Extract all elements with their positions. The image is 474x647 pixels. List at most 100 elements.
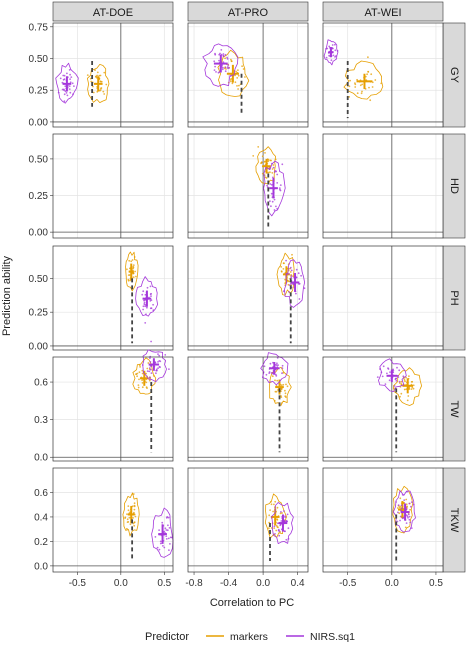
data-point-markers [270,527,273,529]
data-point-markers [274,390,277,393]
x-tick-label: -0.5 [339,578,357,589]
data-point-nirs [405,522,408,524]
data-point-nirs [59,77,62,80]
data-point-markers [374,79,377,81]
data-point-markers [412,384,415,387]
data-point-nirs [387,367,389,370]
data-point-nirs [332,54,335,57]
panel-bg-at-doe-hd [53,134,173,238]
data-point-nirs [221,68,224,71]
data-point-nirs [228,67,230,69]
data-point-markers [361,90,363,93]
legend-label-nirs: NIRS.sq1 [310,631,355,643]
data-point-markers [404,380,406,383]
data-point-markers [274,500,277,503]
data-point-markers [406,399,409,402]
data-point-nirs [384,383,387,385]
data-point-nirs [408,518,411,521]
data-point-markers [103,93,106,95]
data-point-nirs [63,78,66,81]
data-point-nirs [157,361,159,363]
panel-border-at-doe-gy [52,22,174,128]
data-point-nirs [399,515,402,518]
strip-label-tkw: TKW [448,508,460,533]
data-point-markers [147,362,150,364]
density-contour-markers [264,493,287,539]
data-point-nirs [284,516,287,519]
data-point-nirs [303,287,306,290]
data-point-nirs [287,538,290,540]
legend-title: Predictor [145,631,189,643]
data-point-markers [398,512,401,515]
x-tick-label: 0.0 [114,578,128,589]
data-point-markers [285,383,287,386]
data-point-markers [288,280,290,283]
panel-border-at-doe-ph [52,245,174,351]
data-point-markers [280,395,282,397]
data-point-nirs [269,200,271,203]
panel-border-at-pro-hd [187,133,309,239]
data-point-nirs [334,43,336,46]
data-point-markers [148,379,151,382]
x-tick-label: 0.4 [291,578,305,589]
data-point-markers [130,260,133,263]
data-point-markers [273,527,276,529]
data-point-nirs [396,366,398,369]
data-point-nirs [295,268,298,271]
y-tick-label: 0.00 [29,341,49,352]
data-point-nirs [71,82,74,85]
x-tick-label: 0.5 [157,578,171,589]
data-point-markers [404,526,407,529]
data-point-markers [133,505,136,508]
data-point-nirs [400,509,402,512]
data-point-nirs [159,542,162,545]
y-tick-label: 0.25 [29,86,49,97]
data-point-markers [127,274,130,276]
data-point-nirs [158,548,161,551]
data-point-markers [90,80,93,83]
data-point-nirs [143,299,145,302]
data-point-markers [138,378,140,381]
data-point-markers [409,508,411,511]
data-point-nirs [328,45,331,48]
panel-bg-at-wei-tw [323,357,443,461]
strip-label-gy: GY [448,67,460,84]
data-point-markers [127,279,130,282]
density-contour-nirs [284,259,305,308]
data-point-nirs [69,91,72,94]
data-point-markers [371,86,374,88]
x-tick-label: -0.5 [69,578,87,589]
data-point-markers [137,386,140,389]
data-point-nirs [161,521,164,524]
data-point-markers [237,74,240,77]
data-point-markers [406,505,408,508]
data-point-nirs [281,364,284,367]
data-point-nirs [288,291,290,293]
data-point-nirs [410,501,413,503]
data-point-markers [369,99,372,102]
data-point-markers [268,527,270,530]
data-point-markers [132,265,135,268]
data-point-nirs [168,527,171,529]
data-point-markers [231,82,234,85]
y-axis-title: Prediction ability [1,255,13,336]
data-point-markers [403,388,406,391]
data-point-nirs [277,364,279,366]
y-tick-label: 0.3 [34,415,48,426]
data-point-nirs [158,354,161,357]
data-point-nirs [270,183,273,186]
data-point-nirs [149,300,152,302]
data-point-markers [260,161,263,164]
data-point-markers [105,83,108,86]
data-point-markers [287,283,290,286]
data-point-nirs [213,69,216,71]
panel-at-doe-tw: 0.0 0.3 0.6 [34,340,174,464]
data-point-nirs [146,286,149,289]
data-point-nirs [164,354,167,356]
density-contour-markers [217,49,250,97]
data-point-nirs [271,162,273,165]
data-point-nirs [143,301,146,304]
data-point-nirs [144,293,147,296]
density-contour-markers [255,146,276,185]
panel-at-pro-gy [187,22,309,128]
